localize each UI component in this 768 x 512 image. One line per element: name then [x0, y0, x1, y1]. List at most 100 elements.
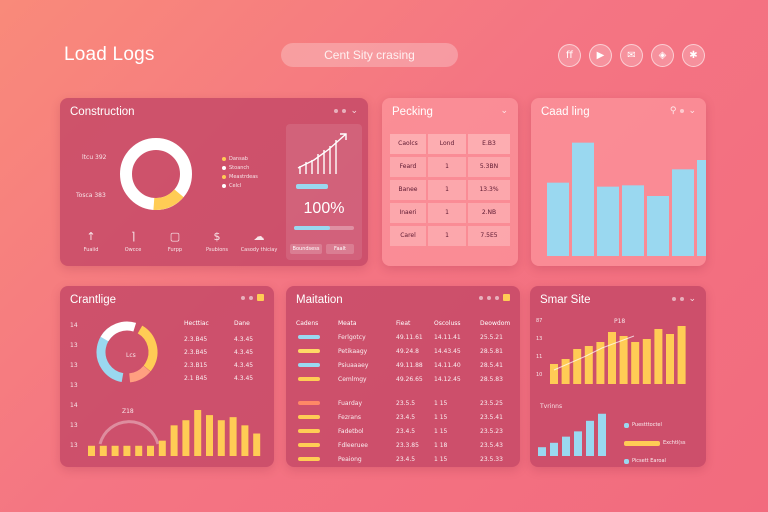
table-cell: 28.5.41: [480, 362, 503, 369]
bar: [619, 336, 628, 384]
legend-dot: [222, 174, 226, 179]
bar: [677, 326, 686, 384]
icon-tile[interactable]: $ Psubions: [196, 230, 238, 253]
icon-label: Furpp: [167, 247, 183, 253]
legend-item: Picsett Earoal: [624, 452, 685, 467]
table-cell: 23.5.41: [480, 414, 503, 421]
panel-controls[interactable]: ⚲ ⌄: [669, 106, 696, 116]
search-input[interactable]: Cent Sity crasing: [281, 43, 458, 67]
table-header-cell: Lond: [428, 134, 466, 154]
table-cell: 25.5.21: [480, 334, 503, 341]
table-cell: 14.11.40: [434, 362, 461, 369]
table-cell: 2.3.B45: [184, 336, 208, 343]
table-cell: 14.43.45: [434, 348, 461, 355]
table-cell: 14.11.41: [434, 334, 461, 341]
search-icon[interactable]: ⚲: [669, 106, 677, 116]
row-label: 13: [70, 342, 78, 349]
font-icon[interactable]: ff: [558, 44, 581, 67]
side-button-2[interactable]: Faalt: [326, 244, 354, 254]
tag-icon[interactable]: ◈: [651, 44, 674, 67]
bar-chart: [88, 410, 261, 456]
legend-item: Celcl: [222, 181, 258, 190]
table-header-cell: Cadens: [296, 320, 319, 327]
bar: [562, 436, 570, 456]
smar-line-label: P18: [614, 318, 626, 325]
table-cell: 4.3.45: [234, 336, 254, 343]
bar: [666, 334, 674, 384]
bar: [147, 445, 154, 456]
bar: [241, 425, 249, 456]
bar: [99, 445, 107, 456]
bar: [574, 431, 582, 456]
row-label: 13: [70, 382, 78, 389]
table-cell: 49.11.88: [396, 362, 423, 369]
icon-tile[interactable]: ⌉ Owcce: [112, 230, 154, 253]
bar: [135, 445, 143, 456]
legend-item: Dansab: [222, 154, 258, 163]
bar: [654, 329, 663, 384]
row-color-bar: [298, 335, 320, 339]
trend-line-bar: [296, 184, 328, 189]
row-label: 13: [70, 442, 78, 449]
table-cell: 2.3.B45: [184, 349, 208, 356]
legend-label: Picsett Earoal: [632, 458, 666, 464]
bar: [572, 142, 594, 256]
bar: [642, 339, 651, 384]
row-color-bar: [298, 415, 320, 419]
table-cell: 23.3.85: [396, 442, 419, 449]
row-color-bar: [298, 401, 320, 405]
panel-controls[interactable]: ⌄: [672, 294, 696, 304]
legend-item: Exchtl(ss: [624, 434, 685, 452]
panel-controls[interactable]: ⌄: [500, 106, 508, 116]
multi-donut-chart: [96, 321, 158, 383]
icon-tile[interactable]: ☁ Casody thiciay: [238, 230, 280, 253]
pecking-table: Caolcs Lond E.B3 Feard 1 5.3BN Banee 1 13.3% Inae…: [390, 134, 510, 246]
donut-center-label: Lcs: [126, 352, 136, 359]
maitation-panel: Maitation Cadens Meata Fieat Oscoluss Deowdo…: [286, 286, 520, 467]
bar: [586, 420, 594, 456]
legend-swatch: [624, 422, 629, 428]
legend-label: Dansab: [229, 155, 248, 162]
table-cell: Peaiong: [338, 456, 362, 463]
legend-label: Stoanch: [229, 164, 250, 171]
panel-controls[interactable]: [479, 294, 510, 301]
icon-tile[interactable]: ↑ Fuaiid: [70, 230, 112, 253]
icon-tile[interactable]: ▢ Furpp: [154, 230, 196, 253]
bar: [88, 445, 95, 456]
bar: [647, 196, 669, 256]
donut-label-bottom: Tosca 383: [76, 192, 106, 199]
table-cell: 4.3.45: [234, 362, 254, 369]
bracket-icon: ⌉: [130, 230, 136, 243]
bar: [608, 332, 616, 384]
panel-controls[interactable]: [241, 294, 264, 301]
construction-panel: Construction ⌄ ltcu 392 Tosca 383 Dansab…: [60, 98, 368, 266]
table-cell: 1: [428, 157, 466, 177]
bar: [596, 342, 605, 384]
panel-title: Pecking: [392, 106, 433, 118]
play-icon[interactable]: ▶: [589, 44, 612, 67]
row-color-bar: [298, 363, 320, 367]
bar-chart: [547, 142, 706, 256]
percent-value: 100%: [303, 200, 345, 217]
mail-icon[interactable]: ✉: [620, 44, 643, 67]
table-cell: Fezrans: [338, 414, 362, 421]
legend-swatch: [624, 458, 629, 464]
legend-label: Puestttoctel: [632, 422, 662, 428]
y-tick-label: 87: [536, 318, 542, 324]
table-cell: 28.5.81: [480, 348, 503, 355]
panel-controls[interactable]: ⌄: [334, 106, 358, 116]
bar: [217, 420, 225, 456]
row-color-bar: [298, 377, 320, 381]
settings-icon[interactable]: ✱: [682, 44, 705, 67]
bar: [158, 440, 166, 456]
bar: [182, 420, 190, 456]
donut-chart: [120, 138, 192, 210]
side-button-1[interactable]: Boundsess: [290, 244, 322, 254]
legend-label: Celcl: [229, 182, 242, 189]
table-cell: 4.3.45: [234, 349, 254, 356]
row-label: 13: [70, 422, 78, 429]
construction-icon-row: ↑ Fuaiid ⌉ Owcce ▢ Furpp $ Psubions ☁ Casody thic…: [70, 230, 280, 260]
table-cell: 1 15: [434, 428, 448, 435]
legend-dot: [222, 156, 226, 161]
gauge-chart: [98, 420, 160, 445]
